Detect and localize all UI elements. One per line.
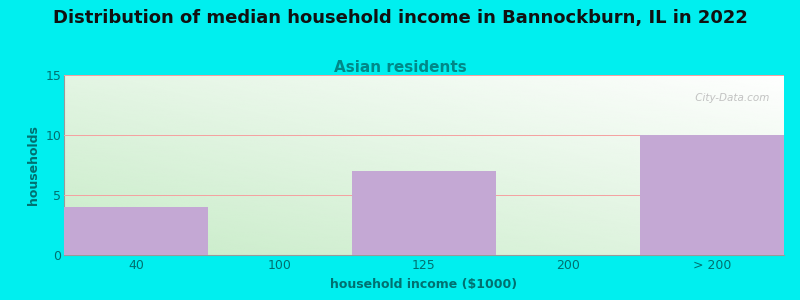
Text: Distribution of median household income in Bannockburn, IL in 2022: Distribution of median household income … [53,9,747,27]
Bar [352,171,496,255]
Y-axis label: households: households [26,125,40,205]
Bar [64,207,208,255]
Text: City-Data.com: City-Data.com [692,93,770,103]
Text: Asian residents: Asian residents [334,60,466,75]
X-axis label: household income ($1000): household income ($1000) [330,278,518,291]
Bar [640,135,784,255]
